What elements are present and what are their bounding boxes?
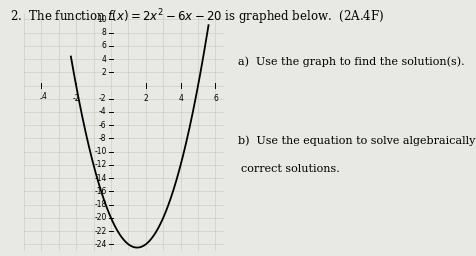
Text: 4: 4	[41, 92, 46, 101]
Text: -8: -8	[99, 134, 106, 143]
Text: 10: 10	[97, 15, 106, 24]
Text: -2: -2	[99, 94, 106, 103]
Text: -18: -18	[94, 200, 106, 209]
Text: -22: -22	[94, 227, 106, 236]
Text: 8: 8	[102, 28, 106, 37]
Text: 4: 4	[178, 94, 183, 103]
Text: -16: -16	[94, 187, 106, 196]
Text: -20: -20	[94, 213, 106, 222]
Text: b)  Use the equation to solve algebraically to confirm: b) Use the equation to solve algebraical…	[238, 136, 476, 146]
Text: 2.  The function $f(x) = 2x^2 - 6x - 20$ is graphed below.  (2A.4F): 2. The function $f(x) = 2x^2 - 6x - 20$ …	[10, 8, 383, 27]
Text: -24: -24	[94, 240, 106, 249]
Text: -: -	[40, 94, 42, 103]
Text: -14: -14	[94, 174, 106, 183]
Text: 2: 2	[102, 68, 106, 77]
Text: 6: 6	[101, 41, 106, 50]
Text: -6: -6	[99, 121, 106, 130]
Text: 6: 6	[213, 94, 218, 103]
Text: correct solutions.: correct solutions.	[240, 164, 339, 174]
Text: 4: 4	[101, 55, 106, 63]
Text: -2: -2	[72, 94, 79, 103]
Text: a)  Use the graph to find the solution(s).: a) Use the graph to find the solution(s)…	[238, 56, 464, 67]
Text: -4: -4	[99, 108, 106, 116]
Text: -10: -10	[94, 147, 106, 156]
Text: 2: 2	[143, 94, 148, 103]
Text: -12: -12	[94, 161, 106, 169]
